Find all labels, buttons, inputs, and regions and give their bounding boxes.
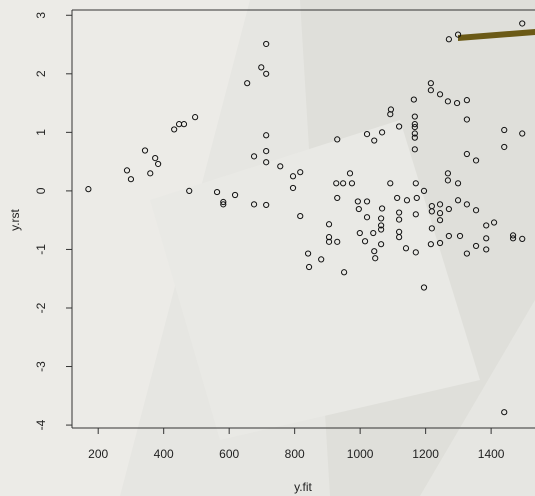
x-tick-label: 1400 bbox=[478, 447, 505, 461]
y-tick-label: 0 bbox=[34, 187, 48, 194]
y-axis-label: y.rst bbox=[8, 208, 22, 230]
y-tick-label: -2 bbox=[34, 302, 48, 313]
page: {"chart_data": {"type": "scatter", "x_la… bbox=[0, 0, 535, 496]
y-tick-label: 1 bbox=[34, 129, 48, 136]
x-tick-label: 800 bbox=[285, 447, 305, 461]
x-axis-label: y.fit bbox=[294, 480, 312, 494]
y-tick-label: 2 bbox=[34, 70, 48, 77]
x-tick-label: 400 bbox=[154, 447, 174, 461]
x-tick-label: 600 bbox=[219, 447, 239, 461]
x-tick-label: 1000 bbox=[347, 447, 374, 461]
y-tick-label: -3 bbox=[34, 361, 48, 372]
y-tick-label: -1 bbox=[34, 244, 48, 255]
chart: y.fit y.rst 200 400 600 800 1000 1200 1400 -4 -3… bbox=[0, 0, 535, 496]
x-tick-label: 1200 bbox=[412, 447, 439, 461]
y-tick-label: 3 bbox=[34, 12, 48, 19]
x-tick-label: 200 bbox=[88, 447, 108, 461]
y-tick-label: -4 bbox=[34, 419, 48, 430]
